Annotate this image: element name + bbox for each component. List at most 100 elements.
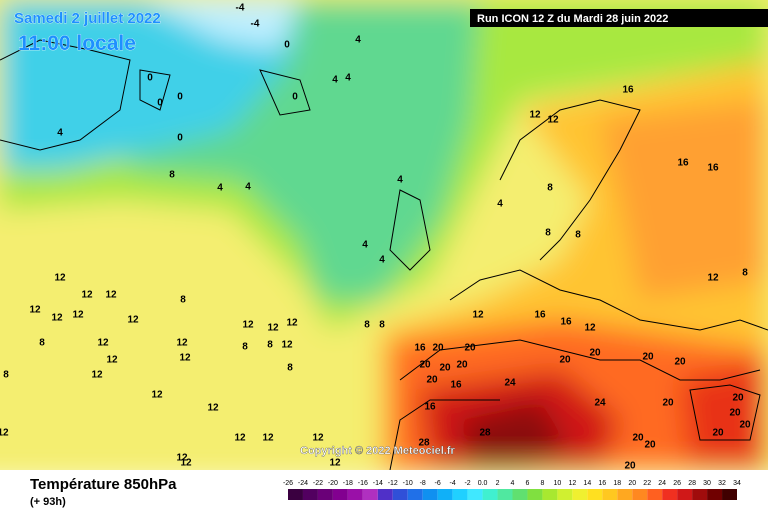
scale-label: 28 [688, 480, 696, 487]
contour-label: 12 [29, 305, 41, 316]
contour-label: 20 [732, 393, 744, 404]
contour-label: 12 [262, 433, 274, 444]
contour-label: 4 [379, 255, 385, 266]
scale-label: 26 [673, 480, 681, 487]
contour-label: 20 [439, 363, 451, 374]
contour-label: 8 [545, 228, 551, 239]
scale-label: 12 [568, 480, 576, 487]
scale-swatch [707, 489, 723, 500]
scale-label: 18 [613, 480, 621, 487]
scale-swatch [677, 489, 693, 500]
contour-label: 4 [497, 199, 503, 210]
scale-swatch [362, 489, 378, 500]
contour-label: 12 [472, 310, 484, 321]
contour-label: 12 [0, 428, 9, 439]
scale-label: -10 [403, 480, 413, 487]
scale-label: 8 [540, 480, 544, 487]
scale-swatch [482, 489, 498, 500]
scale-swatch [557, 489, 573, 500]
contour-label: 16 [622, 85, 634, 96]
contour-label: 20 [642, 352, 654, 363]
contour-label: 16 [560, 317, 572, 328]
contour-label: 8 [287, 363, 293, 374]
contour-label: 8 [3, 370, 9, 381]
contour-label: 12 [151, 390, 163, 401]
scale-swatch [692, 489, 708, 500]
contour-label: 20 [589, 348, 601, 359]
contour-label: 12 [584, 323, 596, 334]
contour-label: 0 [284, 40, 290, 51]
scale-swatch [662, 489, 678, 500]
contour-label: 16 [677, 158, 689, 169]
contour-label: 20 [644, 440, 656, 451]
scale-swatch [347, 489, 363, 500]
contour-label: -4 [236, 3, 245, 14]
contour-label: 12 [234, 433, 246, 444]
contour-label: 12 [286, 318, 298, 329]
scale-label: 10 [554, 480, 562, 487]
scale-swatch [722, 489, 737, 500]
contour-label: 8 [547, 183, 553, 194]
contour-label: 12 [547, 115, 559, 126]
run: Run ICON 12 Z du Mardi 28 juin 2022 [477, 13, 668, 25]
contour-label: 0 [292, 92, 298, 103]
scale-label: 6 [526, 480, 530, 487]
contour-label: 24 [504, 378, 516, 389]
contour-label: 16 [424, 402, 436, 413]
contour-label: 12 [529, 110, 541, 121]
scale-swatch [617, 489, 633, 500]
contour-label: 4 [245, 182, 251, 193]
contour-label: 12 [180, 458, 192, 469]
contour-label: 8 [242, 342, 248, 353]
scale-label: -8 [420, 480, 426, 487]
scale-swatch [437, 489, 453, 500]
scale-swatch [377, 489, 393, 500]
scale-label: 20 [628, 480, 636, 487]
contour-label: 12 [312, 433, 324, 444]
date: Samedi 2 juillet 2022 [14, 10, 161, 27]
scale-label: -18 [343, 480, 353, 487]
contour-label: 20 [624, 461, 636, 472]
scale-swatch [572, 489, 588, 500]
contour-label: 8 [379, 320, 385, 331]
contour-label: 20 [712, 428, 724, 439]
copyright: Copyright © 2022 Meteociel.fr [300, 445, 456, 457]
contour-label: 20 [559, 355, 571, 366]
contour-label: 20 [674, 357, 686, 368]
contour-label: 8 [267, 340, 273, 351]
scale-swatch [407, 489, 423, 500]
scale-swatch [467, 489, 483, 500]
contour-label: 20 [432, 343, 444, 354]
scale-swatch [602, 489, 618, 500]
contour-label: -4 [251, 19, 260, 30]
contour-label: 4 [345, 73, 351, 84]
contour-label: 12 [267, 323, 279, 334]
contour-label: 0 [157, 98, 163, 109]
contour-label: 20 [739, 420, 751, 431]
contour-label: 16 [414, 343, 426, 354]
scale-label: -14 [373, 480, 383, 487]
scale-swatch [422, 489, 438, 500]
contour-label: 20 [632, 433, 644, 444]
scale-label: -4 [450, 480, 456, 487]
scale-label: -12 [388, 480, 398, 487]
contour-label: 8 [575, 230, 581, 241]
contour-label: 28 [418, 438, 430, 449]
contour-label: 20 [419, 360, 431, 371]
scale-swatch [392, 489, 408, 500]
contour-label: 4 [397, 175, 403, 186]
contour-label: 12 [207, 403, 219, 414]
scale-label: 2 [496, 480, 500, 487]
contour-label: 16 [534, 310, 546, 321]
scale-label: 24 [658, 480, 666, 487]
contour-label: 16 [450, 380, 462, 391]
scale-label: 4 [511, 480, 515, 487]
contour-label: 12 [242, 320, 254, 331]
scale-swatch [288, 489, 303, 500]
footer-title: Température 850hPa [30, 476, 177, 493]
contour-label: 4 [355, 35, 361, 46]
contour-label: 12 [72, 310, 84, 321]
contour-label: 16 [707, 163, 719, 174]
scale-swatch [512, 489, 528, 500]
scale-swatch [452, 489, 468, 500]
